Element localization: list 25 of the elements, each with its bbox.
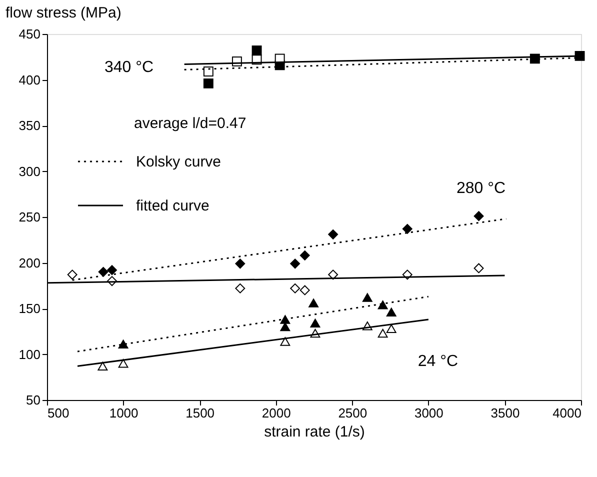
x-axis-title: strain rate (1/s)	[264, 424, 365, 440]
x-tick-label: 1500	[186, 406, 215, 420]
y-tick-label: 450	[18, 26, 40, 42]
annotation: 340 °C	[104, 59, 154, 76]
x-tick-label: 2500	[338, 406, 368, 420]
y-tick-label: 50	[26, 392, 40, 408]
y-tick-label: 400	[18, 72, 40, 88]
y-tick-label: 200	[18, 255, 40, 270]
annotation: 24 °C	[418, 353, 458, 370]
legend-label: fitted curve	[136, 198, 210, 214]
annotation: average l/d=0.47	[134, 115, 246, 132]
x-tick-label: 500	[48, 406, 70, 420]
x-tick-label: 4000	[552, 406, 582, 420]
annotation: 280 °C	[456, 180, 506, 197]
y-tick-label: 300	[18, 164, 40, 179]
y-tick-label: 350	[18, 118, 40, 133]
x-tick-label: 1000	[109, 406, 138, 420]
x-tick-label: 3500	[490, 406, 520, 420]
legend-label: Kolsky curve	[136, 154, 222, 170]
x-tick-label: 2000	[262, 406, 291, 420]
y-tick-label: 100	[18, 346, 40, 362]
y-axis-title: flow stress (MPa)	[6, 4, 122, 22]
y-tick-label: 250	[18, 210, 40, 224]
y-tick-label: 150	[18, 301, 40, 316]
x-tick-label: 3000	[414, 406, 444, 420]
